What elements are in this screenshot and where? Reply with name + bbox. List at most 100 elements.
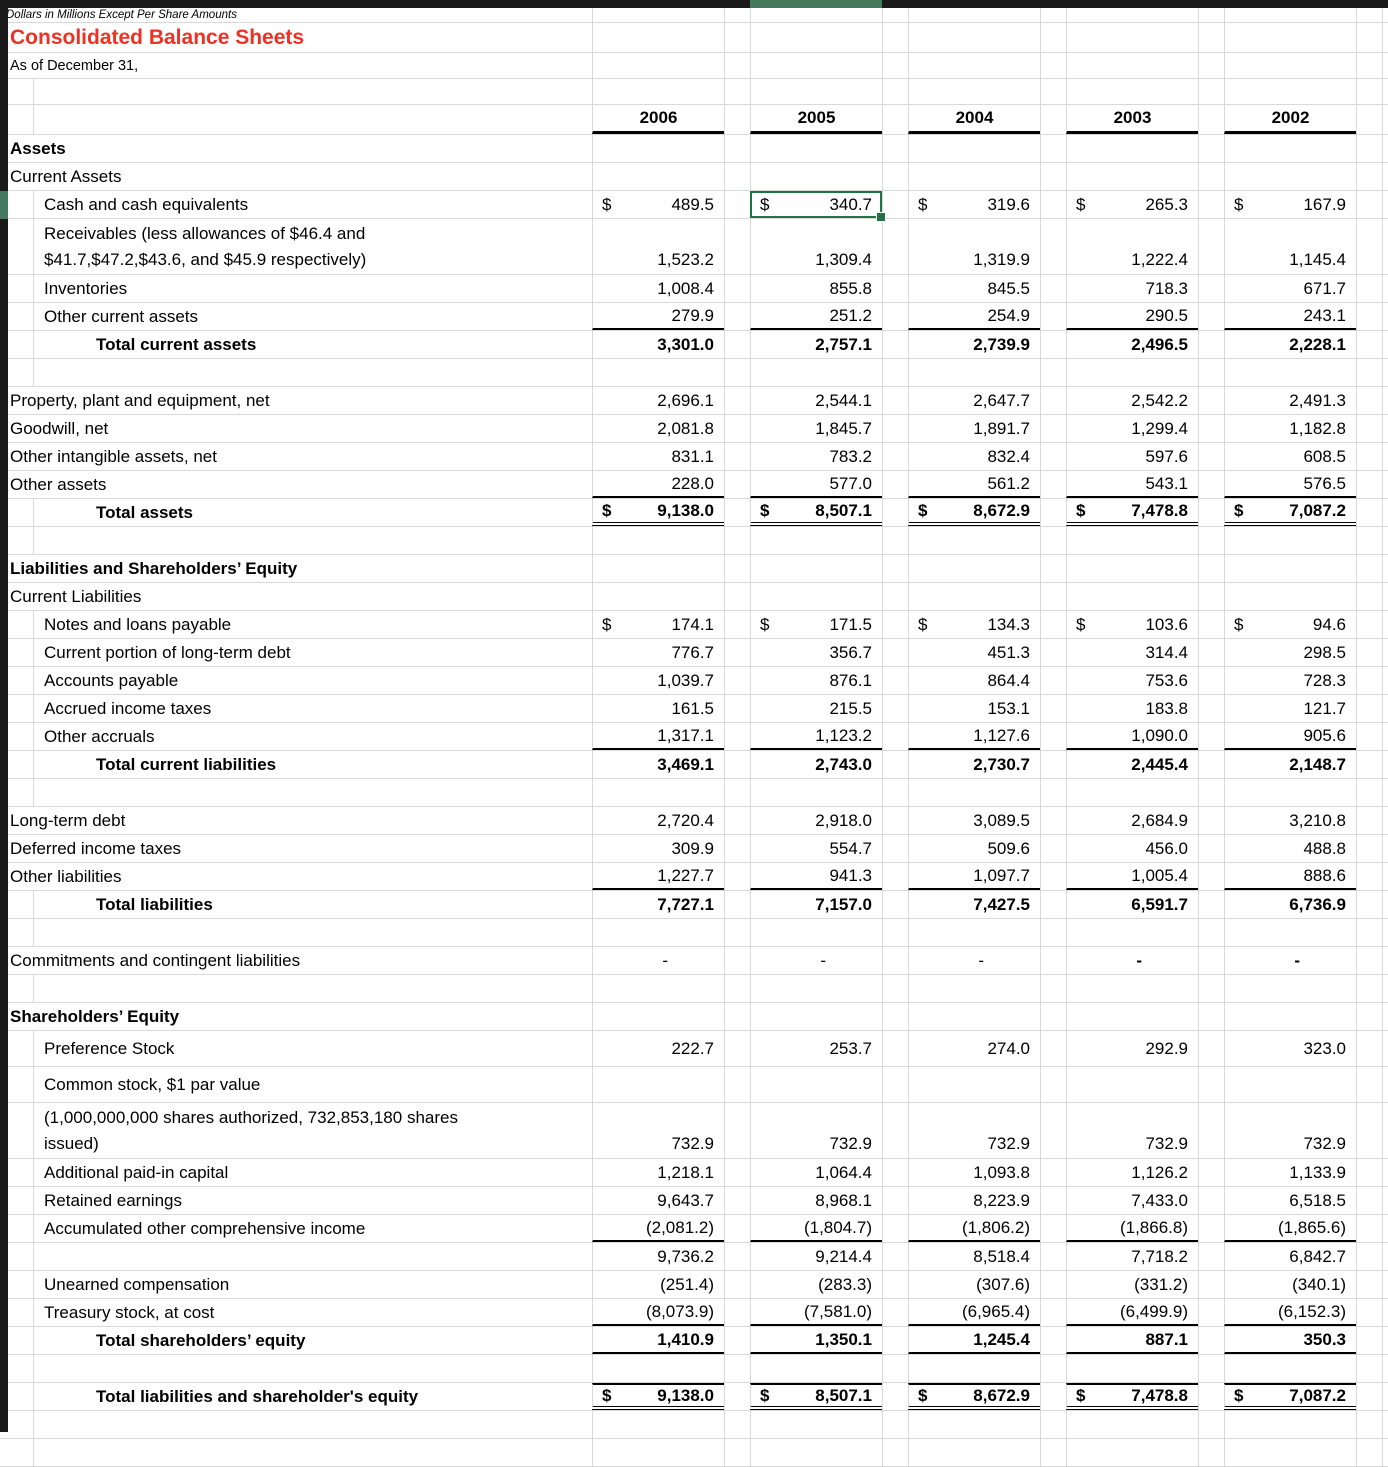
cell-deferred-income-taxes-2004[interactable]: 509.6 xyxy=(908,835,1040,862)
label-total-current-assets[interactable]: Total current assets xyxy=(0,331,592,358)
label-other-accruals[interactable]: Other accruals xyxy=(0,723,592,750)
cell-total-current-assets-2002[interactable]: 2,228.1 xyxy=(1224,331,1356,358)
cell-ppe-2004[interactable]: 2,647.7 xyxy=(908,387,1040,414)
cell-current-assets-2006[interactable] xyxy=(592,163,724,190)
label-cash[interactable]: Cash and cash equivalents xyxy=(0,191,592,218)
cell-shares-authorized-2005[interactable]: 732.9 xyxy=(750,1103,882,1158)
cell-other-intangibles-2006[interactable]: 831.1 xyxy=(592,443,724,470)
cell-commitments-2002[interactable]: - xyxy=(1224,947,1356,974)
label-goodwill[interactable]: Goodwill, net xyxy=(10,418,109,438)
cell-total-current-liabilities-2006[interactable]: 3,469.1 xyxy=(592,751,724,778)
cell-current-liabilities-2002[interactable] xyxy=(1224,583,1356,610)
label-notes-loans-payable[interactable]: Notes and loans payable xyxy=(0,611,592,638)
cell-long-term-debt-2004[interactable]: 3,089.5 xyxy=(908,807,1040,834)
cell-accumulated-oci-2004[interactable]: (1,806.2) xyxy=(908,1215,1040,1242)
cell-accounts-payable-2002[interactable]: 728.3 xyxy=(1224,667,1356,694)
cell-liabilities-header-2004[interactable] xyxy=(908,555,1040,582)
label-other-liabilities[interactable]: Other liabilities xyxy=(10,866,122,886)
cell-total-shareholders-equity-2002[interactable]: 350.3 xyxy=(1224,1327,1356,1354)
cell-other-current-assets-2005[interactable]: 251.2 xyxy=(750,303,882,330)
cell-current-portion-ltd-2006[interactable]: 776.7 xyxy=(592,639,724,666)
label-long-term-debt[interactable]: Long-term debt xyxy=(10,810,126,830)
cell-spacer-5-2003[interactable] xyxy=(1066,975,1198,1002)
cell-deferred-income-taxes-2006[interactable]: 309.9 xyxy=(592,835,724,862)
cell-spacer-1-2004[interactable] xyxy=(908,359,1040,386)
cell-shares-authorized-2006[interactable]: 732.9 xyxy=(592,1103,724,1158)
cell-other-current-assets-2004[interactable]: 254.9 xyxy=(908,303,1040,330)
cell-other-liabilities-2006[interactable]: 1,227.7 xyxy=(592,863,724,890)
cell-spacer-5-2006[interactable] xyxy=(592,975,724,1002)
cell-spacer-5-2005[interactable] xyxy=(750,975,882,1002)
cell-spacer-5-2002[interactable] xyxy=(1224,975,1356,1002)
label-other-assets[interactable]: Other assets xyxy=(10,474,107,494)
cell-spacer-2-2004[interactable] xyxy=(908,527,1040,554)
cell-commitments-2006[interactable]: - xyxy=(592,947,724,974)
label-spacer-5[interactable] xyxy=(0,975,592,1002)
label-accounts-payable[interactable]: Accounts payable xyxy=(0,667,592,694)
cell-total-liabilities-2006[interactable]: 7,727.1 xyxy=(592,891,724,918)
label-common-stock[interactable]: Common stock, $1 par value xyxy=(0,1067,592,1102)
cell-years-2003[interactable]: 2003 xyxy=(1066,105,1198,134)
label-spacer-8[interactable] xyxy=(0,1439,592,1466)
cell-preference-stock-2005[interactable]: 253.7 xyxy=(750,1031,882,1066)
cell-spacer-6-2005[interactable] xyxy=(750,1355,882,1382)
cell-cash-2005[interactable]: $340.7 xyxy=(750,191,886,222)
cell-cash-2004[interactable]: $319.6 xyxy=(908,191,1040,218)
cell-total-current-assets-2004[interactable]: 2,739.9 xyxy=(908,331,1040,358)
cell-receivables-2002[interactable]: 1,145.4 xyxy=(1224,219,1356,274)
cell-shareholders-equity-header-2005[interactable] xyxy=(750,1003,882,1030)
cell-treasury-stock-2006[interactable]: (8,073.9) xyxy=(592,1299,724,1326)
cell-spacer-4-2002[interactable] xyxy=(1224,919,1356,946)
label-total-assets[interactable]: Total assets xyxy=(0,499,592,526)
cell-shares-authorized-2002[interactable]: 732.9 xyxy=(1224,1103,1356,1158)
label-ppe[interactable]: Property, plant and equipment, net xyxy=(10,390,270,410)
cell-total-shareholders-equity-2005[interactable]: 1,350.1 xyxy=(750,1327,882,1354)
cell-cash-2002[interactable]: $167.9 xyxy=(1224,191,1356,218)
label-preference-stock[interactable]: Preference Stock xyxy=(0,1031,592,1066)
label-total-current-liabilities[interactable]: Total current liabilities xyxy=(0,751,592,778)
cell-spacer-4-2006[interactable] xyxy=(592,919,724,946)
label-current-assets[interactable]: Current Assets xyxy=(10,166,122,186)
cell-total-current-liabilities-2004[interactable]: 2,730.7 xyxy=(908,751,1040,778)
label-other-intangibles[interactable]: Other intangible assets, net xyxy=(10,446,217,466)
cell-notes-loans-payable-2005[interactable]: $171.5 xyxy=(750,611,882,638)
cell-accrued-income-taxes-2002[interactable]: 121.7 xyxy=(1224,695,1356,722)
cell-spacer-8-2002[interactable] xyxy=(1224,1439,1356,1466)
cell-accounts-payable-2003[interactable]: 753.6 xyxy=(1066,667,1198,694)
cell-other-assets-2002[interactable]: 576.5 xyxy=(1224,471,1356,498)
cell-preference-stock-2003[interactable]: 292.9 xyxy=(1066,1031,1198,1066)
label-spacer-7[interactable] xyxy=(0,1411,592,1438)
cell-accounts-payable-2004[interactable]: 864.4 xyxy=(908,667,1040,694)
cell-goodwill-2002[interactable]: 1,182.8 xyxy=(1224,415,1356,442)
cell-total-assets-2003[interactable]: $7,478.8 xyxy=(1066,499,1198,526)
cell-additional-paid-in-capital-2006[interactable]: 1,218.1 xyxy=(592,1159,724,1186)
cell-spacer-1-2006[interactable] xyxy=(592,359,724,386)
cell-long-term-debt-2006[interactable]: 2,720.4 xyxy=(592,807,724,834)
cell-accounts-payable-2005[interactable]: 876.1 xyxy=(750,667,882,694)
label-receivables[interactable]: Receivables (less allowances of $46.4 an… xyxy=(0,219,592,274)
cell-spacer-6-2003[interactable] xyxy=(1066,1355,1198,1382)
cell-accrued-income-taxes-2005[interactable]: 215.5 xyxy=(750,695,882,722)
cell-total-current-assets-2005[interactable]: 2,757.1 xyxy=(750,331,882,358)
cell-other-intangibles-2004[interactable]: 832.4 xyxy=(908,443,1040,470)
label-current-liabilities[interactable]: Current Liabilities xyxy=(10,586,142,606)
cell-blank-top-2006[interactable] xyxy=(592,79,724,104)
cell-spacer-8-2006[interactable] xyxy=(592,1439,724,1466)
cell-blank-top-2003[interactable] xyxy=(1066,79,1198,104)
label-retained-earnings[interactable]: Retained earnings xyxy=(0,1187,592,1214)
cell-spacer-1-2002[interactable] xyxy=(1224,359,1356,386)
cell-treasury-stock-2002[interactable]: (6,152.3) xyxy=(1224,1299,1356,1326)
cell-unearned-compensation-2002[interactable]: (340.1) xyxy=(1224,1271,1356,1298)
cell-other-current-assets-2006[interactable]: 279.9 xyxy=(592,303,724,330)
cell-accrued-income-taxes-2004[interactable]: 153.1 xyxy=(908,695,1040,722)
cell-other-accruals-2005[interactable]: 1,123.2 xyxy=(750,723,882,750)
cell-spacer-3-2003[interactable] xyxy=(1066,779,1198,806)
cell-spacer-1-2005[interactable] xyxy=(750,359,882,386)
cell-spacer-7-2003[interactable] xyxy=(1066,1411,1198,1438)
cell-other-accruals-2002[interactable]: 905.6 xyxy=(1224,723,1356,750)
cell-spacer-2-2002[interactable] xyxy=(1224,527,1356,554)
cell-equity-subtotal-2004[interactable]: 8,518.4 xyxy=(908,1243,1040,1270)
cell-spacer-3-2002[interactable] xyxy=(1224,779,1356,806)
cell-ppe-2003[interactable]: 2,542.2 xyxy=(1066,387,1198,414)
cell-equity-subtotal-2005[interactable]: 9,214.4 xyxy=(750,1243,882,1270)
